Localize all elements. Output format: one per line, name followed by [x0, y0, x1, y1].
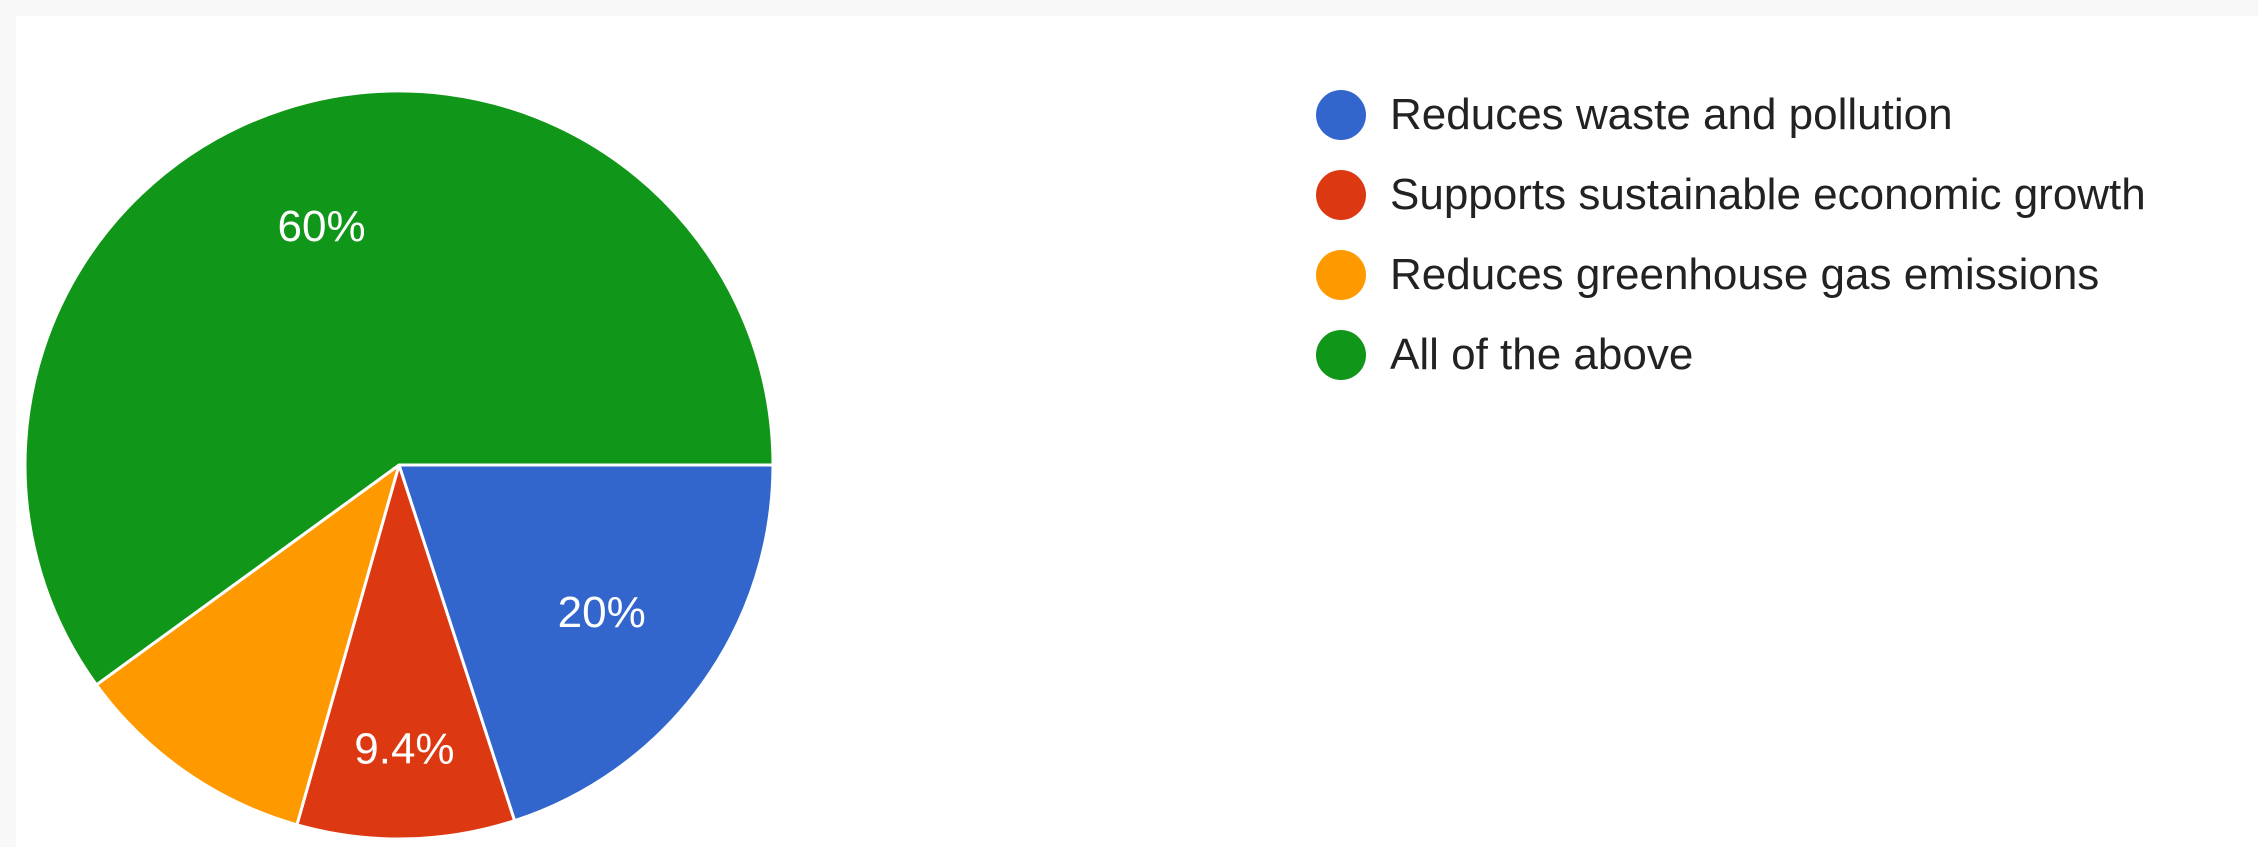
legend-label-reduces-emissions: Reduces greenhouse gas emissions [1390, 250, 2100, 299]
pie-slice-reduces-waste[interactable] [397, 463, 775, 823]
legend-item-all-of-the-above[interactable]: All of the above [1316, 330, 2146, 380]
pie-slice-all-of-the-above[interactable] [23, 89, 775, 687]
legend-item-reduces-waste[interactable]: Reduces waste and pollution [1316, 90, 2146, 140]
legend-swatch-reduces-waste [1316, 90, 1366, 140]
pie-label-all-of-the-above: 60% [278, 202, 366, 251]
legend-swatch-supports-growth [1316, 170, 1366, 220]
legend-item-supports-growth[interactable]: Supports sustainable economic growth [1316, 170, 2146, 220]
pie-label-supports-growth: 9.4% [354, 725, 454, 774]
pie-value-labels: 20% 9.4% 60% [278, 202, 646, 774]
pie-chart: 20% 9.4% 60% [23, 89, 775, 841]
legend-label-supports-growth: Supports sustainable economic growth [1390, 170, 2146, 219]
legend-item-reduces-emissions[interactable]: Reduces greenhouse gas emissions [1316, 250, 2146, 300]
legend-swatch-reduces-emissions [1316, 250, 1366, 300]
legend-label-reduces-waste: Reduces waste and pollution [1390, 90, 1953, 139]
pie-slice-reduces-emissions[interactable] [94, 463, 401, 827]
chart-legend: Reduces waste and pollution Supports sus… [1316, 90, 2146, 410]
pie-label-reduces-waste: 20% [558, 588, 646, 637]
legend-label-all-of-the-above: All of the above [1390, 330, 1694, 379]
pie-slices [23, 89, 775, 841]
legend-swatch-all-of-the-above [1316, 330, 1366, 380]
chart-panel: 20% 9.4% 60% Reduces waste and pollution S… [16, 16, 2258, 847]
pie-slice-supports-growth[interactable] [295, 463, 517, 841]
